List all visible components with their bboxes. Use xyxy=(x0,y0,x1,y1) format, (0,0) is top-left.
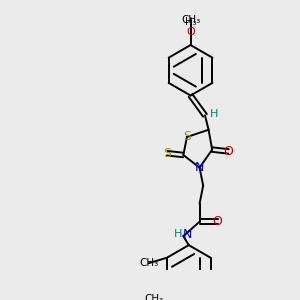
Text: H: H xyxy=(210,109,218,118)
Text: O: O xyxy=(213,215,223,228)
Text: N: N xyxy=(182,228,192,241)
Text: CH₃: CH₃ xyxy=(145,294,164,300)
Text: H: H xyxy=(174,229,182,239)
Text: O: O xyxy=(186,27,195,38)
Text: CH₃: CH₃ xyxy=(139,258,158,268)
Text: H₃: H₃ xyxy=(185,16,196,27)
Text: N: N xyxy=(195,161,204,174)
Text: O: O xyxy=(224,145,233,158)
Text: CH₃: CH₃ xyxy=(181,15,200,25)
Text: S: S xyxy=(183,130,191,143)
Text: S: S xyxy=(163,147,171,160)
